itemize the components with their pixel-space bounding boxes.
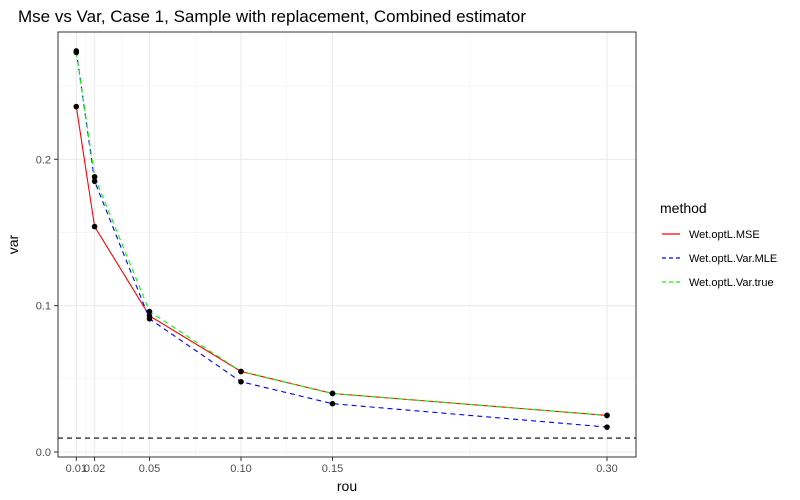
plot-background <box>58 32 636 457</box>
y-tick-label: 0.0 <box>36 447 51 459</box>
x-axis-title: rou <box>337 478 357 494</box>
legend: method Wet.optL.MSE Wet.optL.Var.MLE Wet.o… <box>660 200 777 289</box>
legend-label: Wet.optL.Var.true <box>689 277 774 289</box>
x-tick-label: 0.30 <box>596 463 617 475</box>
data-point <box>91 178 98 185</box>
chart-title: Mse vs Var, Case 1, Sample with replacem… <box>18 7 526 26</box>
data-point <box>329 390 336 397</box>
plot-area: 0.0 0.1 0.2 0.010.02 0.05 0.10 0.15 0.30 <box>36 31 637 475</box>
x-tick-label: 0.15 <box>322 463 343 475</box>
x-tick-label: 0.01 <box>66 463 87 475</box>
data-point <box>73 49 80 56</box>
data-point <box>604 424 610 430</box>
data-point <box>238 368 244 375</box>
data-point <box>604 412 610 419</box>
legend-title: method <box>660 200 707 216</box>
y-tick-label: 0.1 <box>36 301 51 313</box>
y-tick-label: 0.2 <box>36 154 51 166</box>
x-tick-label: 0.10 <box>230 463 251 475</box>
legend-label: Wet.optL.MSE <box>689 229 760 241</box>
data-point <box>73 103 80 110</box>
series-line-Wet.optL.MSE <box>75 106 608 416</box>
data-point <box>238 378 244 385</box>
data-point <box>146 308 153 315</box>
data-point <box>91 223 98 230</box>
data-point <box>329 400 336 407</box>
x-tick-label: 0.02 <box>84 463 105 475</box>
series-line-Wet.optL.Var.true <box>75 52 608 416</box>
data-point <box>91 174 98 180</box>
legend-label: Wet.optL.Var.MLE <box>689 253 777 265</box>
y-axis-title: var <box>5 234 21 254</box>
x-tick-label: 0.05 <box>139 463 160 475</box>
plot-border <box>57 31 637 458</box>
data-point <box>146 316 153 322</box>
